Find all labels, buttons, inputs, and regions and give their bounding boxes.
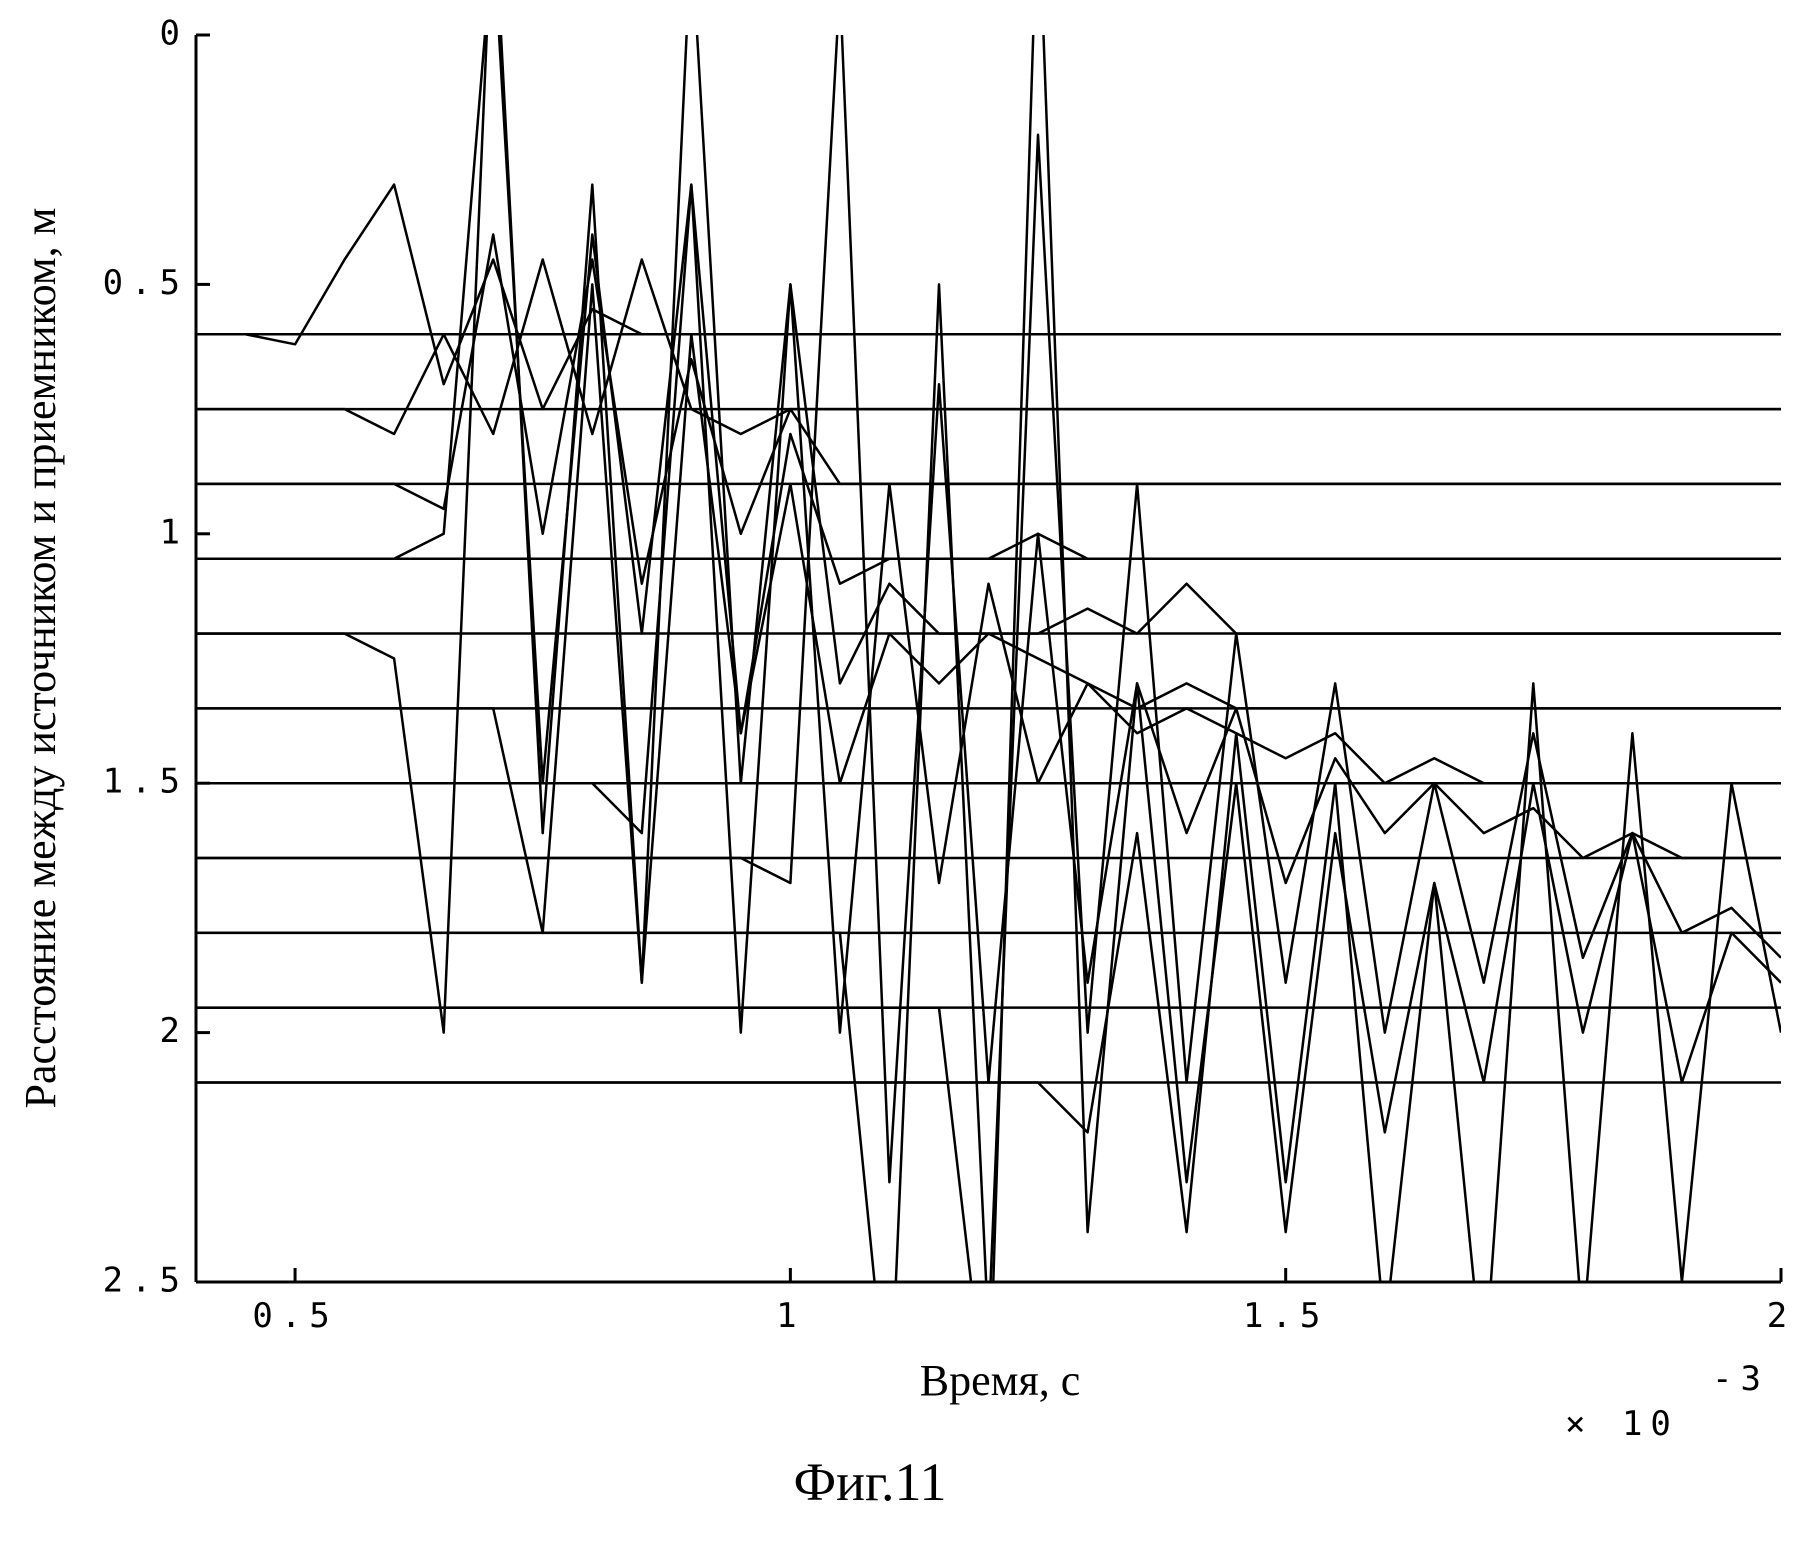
y-tick-label: 0 (160, 14, 188, 54)
trace (196, 0, 1781, 1033)
trace (196, 683, 1781, 1381)
trace (196, 0, 1781, 1432)
x-tick-label: 2 (1767, 1296, 1795, 1336)
plot-area (196, 0, 1781, 1432)
x-exponent: -3 (1712, 1359, 1769, 1399)
trace (196, 185, 1781, 1033)
y-tick-label: 0.5 (103, 263, 188, 303)
y-tick-label: 1.5 (103, 762, 188, 802)
trace (196, 185, 1781, 410)
trace (196, 0, 1781, 783)
x-tick-label: 0.5 (252, 1296, 337, 1336)
y-tick-label: 2.5 (103, 1261, 188, 1301)
x-multiplier: × 10 (1565, 1404, 1679, 1444)
y-tick-label: 2 (160, 1011, 188, 1051)
x-axis-label: Время, с (920, 1356, 1081, 1405)
x-tick-label: 1.5 (1243, 1296, 1328, 1336)
x-tick-label: 1 (776, 1296, 804, 1336)
y-axis-label: Расстояние между источником и приемником… (16, 208, 65, 1109)
y-tick-label: 1 (160, 512, 188, 552)
caption: Фиг.11 (793, 1452, 946, 1512)
